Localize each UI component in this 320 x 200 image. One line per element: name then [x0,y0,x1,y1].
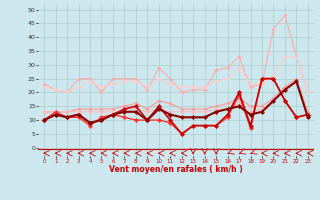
X-axis label: Vent moyen/en rafales ( km/h ): Vent moyen/en rafales ( km/h ) [109,165,243,174]
